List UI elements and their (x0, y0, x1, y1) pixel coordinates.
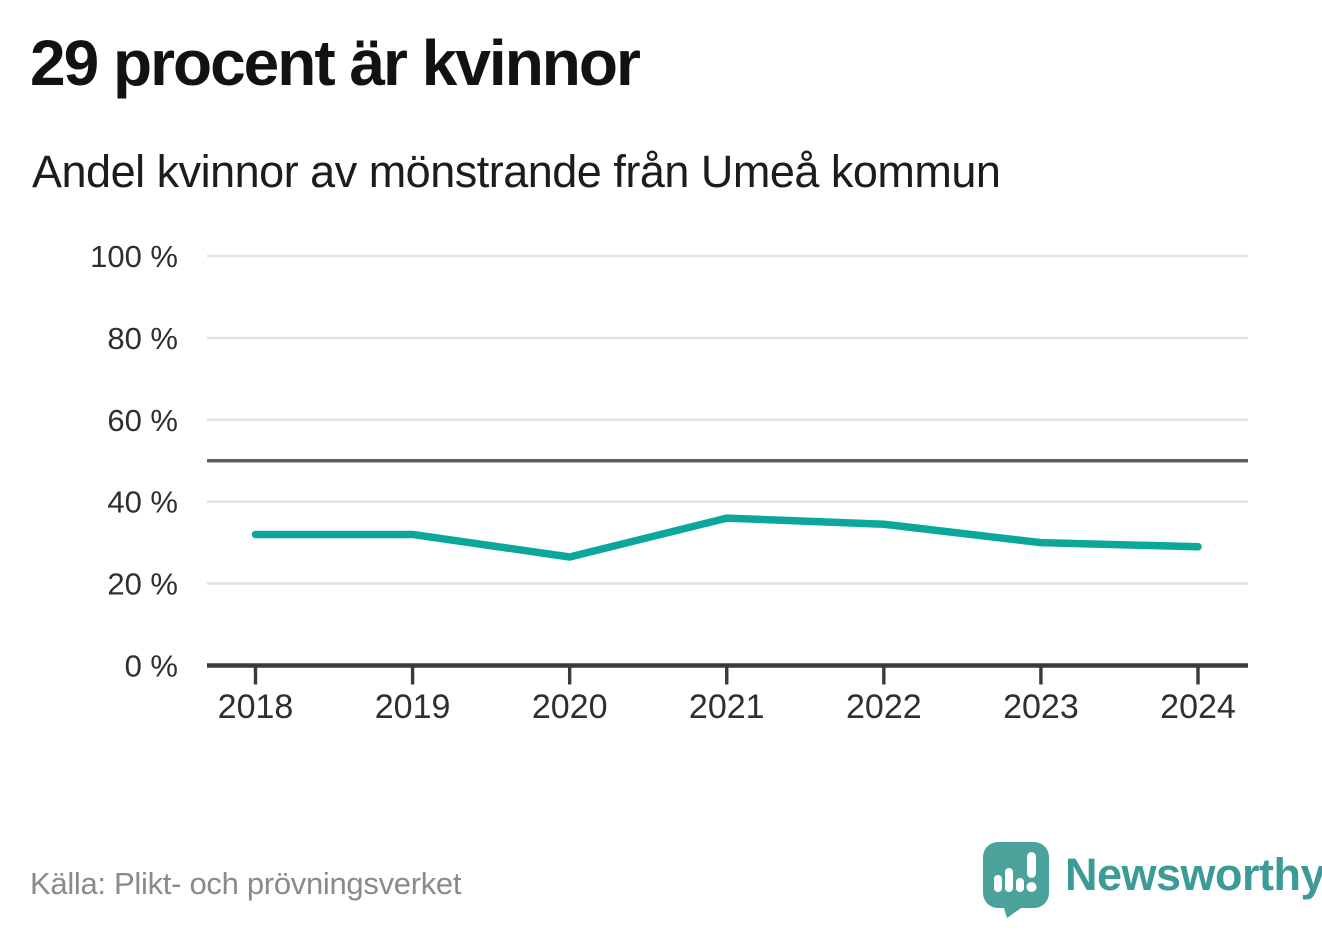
logo-bar-1 (994, 875, 1002, 892)
logo-exclamation-bar (1027, 852, 1036, 878)
newsworthy-logo-icon (983, 842, 1049, 918)
logo-bar-3 (1016, 878, 1024, 892)
y-tick-label-100: 100 % (90, 239, 178, 274)
x-tick-label-2020: 2020 (532, 688, 608, 726)
newsworthy-logo: Newsworthy (983, 842, 1322, 918)
y-tick-label-40: 40 % (107, 485, 178, 520)
logo-exclamation-dot (1026, 882, 1037, 892)
y-tick-label-60: 60 % (107, 403, 178, 438)
chart-title: 29 procent är kvinnor (30, 27, 641, 99)
data-line-andel-kvinnor-av-mönstrande (251, 514, 1202, 561)
x-tick-label-2021: 2021 (689, 688, 765, 726)
x-tick-label-2024: 2024 (1160, 688, 1236, 726)
chart-subtitle: Andel kvinnor av mönstrande från Umeå ko… (32, 146, 1001, 197)
x-tick-label-2022: 2022 (846, 688, 922, 726)
newsworthy-logo-text: Newsworthy (1065, 849, 1322, 900)
x-tick-label-2018: 2018 (218, 688, 294, 726)
y-tick-label-20: 20 % (107, 567, 178, 602)
x-tick-label-2019: 2019 (375, 688, 451, 726)
y-tick-label-0: 0 % (125, 649, 178, 684)
y-tick-label-80: 80 % (107, 321, 178, 356)
x-tick-label-2023: 2023 (1003, 688, 1079, 726)
speech-bubble-shape (983, 842, 1049, 918)
logo-bar-2 (1005, 868, 1013, 892)
source-note: Källa: Plikt- och prövningsverket (30, 866, 462, 901)
